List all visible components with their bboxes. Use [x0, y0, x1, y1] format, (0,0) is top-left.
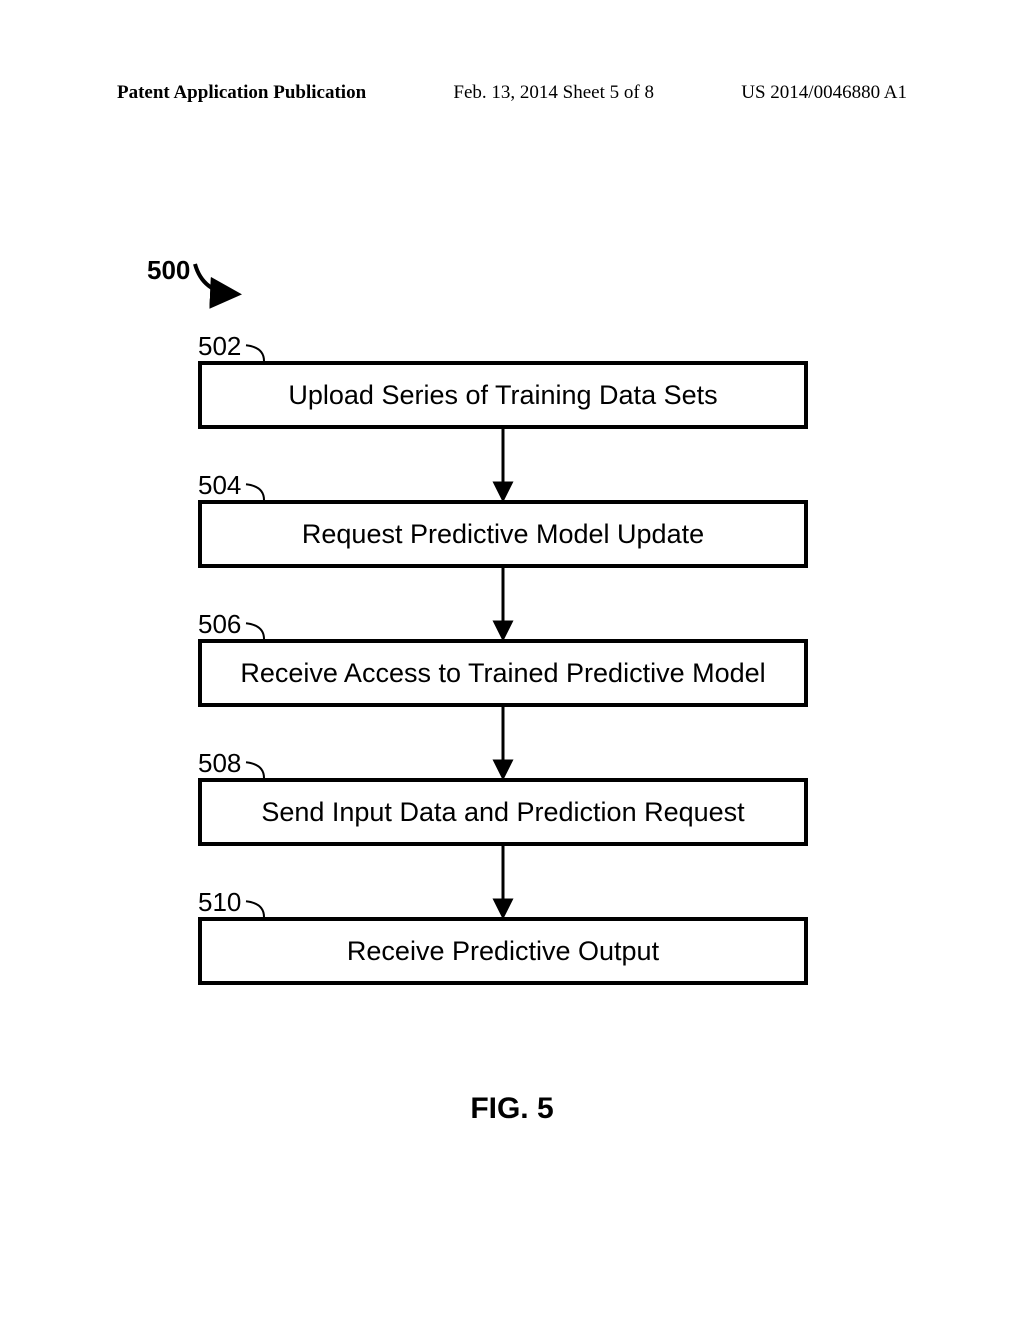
- flow-step-510: Receive Predictive Output: [198, 917, 808, 985]
- flow-step-label-510: 510: [198, 887, 241, 918]
- flow-step-label-502: 502: [198, 331, 241, 362]
- flow-step-text: Send Input Data and Prediction Request: [261, 797, 744, 828]
- page: Patent Application Publication Feb. 13, …: [0, 0, 1024, 1320]
- flow-step-label-508: 508: [198, 748, 241, 779]
- flow-step-label-506: 506: [198, 609, 241, 640]
- flow-step-text: Receive Access to Trained Predictive Mod…: [240, 658, 765, 689]
- flow-step-502: Upload Series of Training Data Sets: [198, 361, 808, 429]
- ref-label-500: 500: [147, 255, 190, 286]
- flow-step-506: Receive Access to Trained Predictive Mod…: [198, 639, 808, 707]
- figure-caption: FIG. 5: [0, 1092, 1024, 1126]
- flow-step-label-504: 504: [198, 470, 241, 501]
- flow-step-508: Send Input Data and Prediction Request: [198, 778, 808, 846]
- flow-step-text: Receive Predictive Output: [347, 936, 659, 967]
- flow-step-504: Request Predictive Model Update: [198, 500, 808, 568]
- flow-step-text: Request Predictive Model Update: [302, 519, 704, 550]
- flow-step-text: Upload Series of Training Data Sets: [288, 380, 717, 411]
